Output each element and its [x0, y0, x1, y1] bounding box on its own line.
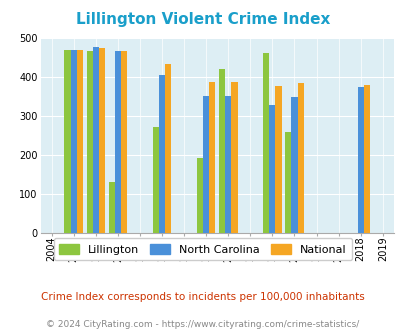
Bar: [92, 47, 99, 233]
Bar: [262, 53, 269, 233]
Bar: [77, 50, 83, 233]
Bar: [99, 49, 105, 233]
Bar: [158, 75, 165, 233]
Bar: [363, 85, 369, 233]
Bar: [108, 182, 115, 233]
Bar: [64, 50, 70, 233]
Bar: [231, 82, 237, 233]
Bar: [225, 96, 231, 233]
Bar: [209, 82, 215, 233]
Bar: [121, 51, 127, 233]
Bar: [269, 105, 275, 233]
Legend: Lillington, North Carolina, National: Lillington, North Carolina, National: [53, 238, 352, 260]
Bar: [152, 127, 158, 233]
Bar: [291, 97, 297, 233]
Bar: [115, 51, 121, 233]
Text: © 2024 CityRating.com - https://www.cityrating.com/crime-statistics/: © 2024 CityRating.com - https://www.city…: [46, 320, 359, 329]
Text: Lillington Violent Crime Index: Lillington Violent Crime Index: [76, 12, 329, 26]
Bar: [275, 86, 281, 233]
Bar: [357, 86, 363, 233]
Bar: [196, 158, 202, 233]
Bar: [218, 69, 225, 233]
Bar: [284, 132, 291, 233]
Bar: [70, 50, 77, 233]
Bar: [297, 83, 303, 233]
Bar: [165, 64, 171, 233]
Text: Crime Index corresponds to incidents per 100,000 inhabitants: Crime Index corresponds to incidents per…: [41, 292, 364, 302]
Bar: [202, 96, 209, 233]
Bar: [86, 51, 92, 233]
